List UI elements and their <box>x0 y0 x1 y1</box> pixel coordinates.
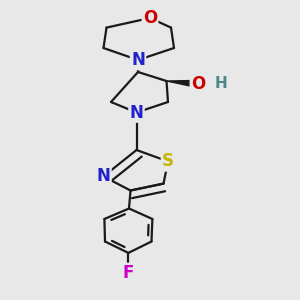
Text: F: F <box>123 264 134 282</box>
Text: O: O <box>191 75 205 93</box>
Text: S: S <box>162 152 174 170</box>
Text: N: N <box>97 167 110 185</box>
Polygon shape <box>167 80 198 88</box>
Text: N: N <box>131 51 145 69</box>
Text: O: O <box>143 9 157 27</box>
Text: H: H <box>214 76 227 92</box>
Text: N: N <box>130 103 143 122</box>
Polygon shape <box>134 60 142 72</box>
